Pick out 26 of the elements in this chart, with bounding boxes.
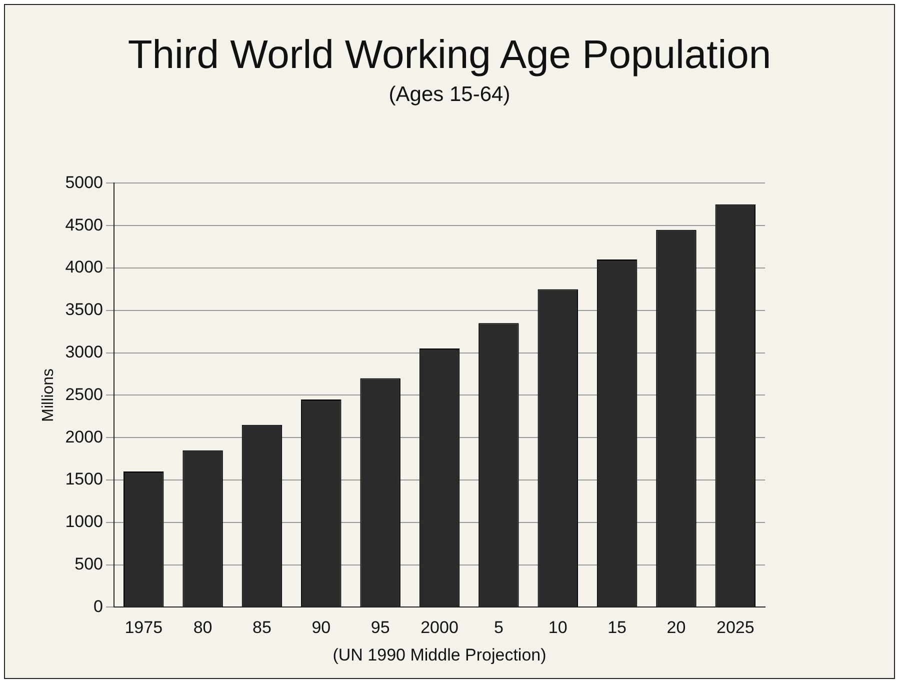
x-tick-label: 90 bbox=[312, 618, 331, 638]
chart-subtitle: (Ages 15-64) bbox=[388, 83, 512, 107]
x-tick-label: 15 bbox=[608, 618, 627, 638]
chart-title: Third World Working Age Population bbox=[126, 33, 772, 78]
x-axis-title: (UN 1990 Middle Projection) bbox=[332, 645, 546, 664]
y-tick-label: 2000 bbox=[65, 427, 104, 446]
y-axis-title: Millions bbox=[40, 368, 58, 422]
y-tick-label: 500 bbox=[74, 554, 104, 574]
x-tick-label: 95 bbox=[370, 618, 390, 638]
y-tick-label: 2500 bbox=[65, 384, 104, 404]
y-tick-label: 1500 bbox=[65, 470, 104, 489]
y-tick-label: 0 bbox=[94, 596, 104, 616]
x-tick-label: 1975 bbox=[124, 618, 163, 638]
y-tick-label: 3500 bbox=[65, 300, 104, 320]
x-tick-label: 85 bbox=[252, 618, 272, 638]
y-tick-label: 4000 bbox=[65, 258, 104, 277]
y-tick-label: 5000 bbox=[65, 172, 104, 192]
x-tick-label: 20 bbox=[666, 618, 686, 638]
y-tick-label: 4500 bbox=[65, 215, 104, 234]
y-tick-label: 1000 bbox=[65, 512, 104, 532]
x-tick-label: 2000 bbox=[420, 618, 458, 638]
x-tick-label: 5 bbox=[494, 618, 504, 638]
x-tick-label: 80 bbox=[193, 618, 212, 638]
x-tick-label: 2025 bbox=[716, 618, 754, 638]
y-tick-label: 3000 bbox=[65, 342, 104, 362]
x-tick-label: 10 bbox=[548, 618, 568, 638]
